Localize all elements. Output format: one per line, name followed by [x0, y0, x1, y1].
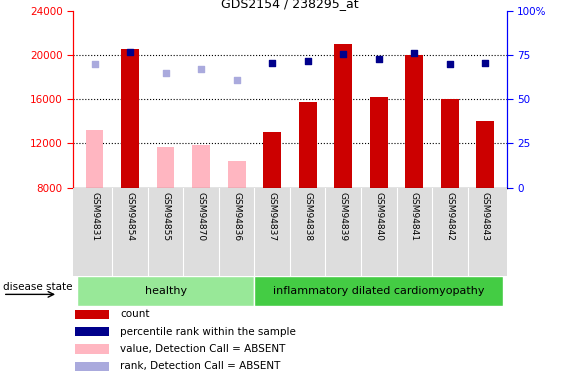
Bar [370, 97, 388, 188]
Point [445, 61, 454, 67]
Bar [75, 327, 109, 336]
Point [303, 58, 312, 64]
Point [410, 50, 419, 56]
Bar [157, 147, 175, 188]
Text: GSM94839: GSM94839 [339, 192, 348, 241]
Bar [254, 276, 503, 306]
Point [374, 56, 383, 62]
Text: count: count [120, 309, 150, 319]
Text: GSM94840: GSM94840 [374, 192, 383, 241]
Text: inflammatory dilated cardiomyopathy: inflammatory dilated cardiomyopathy [273, 286, 485, 296]
Text: GSM94842: GSM94842 [445, 192, 454, 241]
Text: value, Detection Call = ABSENT: value, Detection Call = ABSENT [120, 344, 285, 354]
Text: rank, Detection Call = ABSENT: rank, Detection Call = ABSENT [120, 362, 280, 371]
Text: GSM94836: GSM94836 [232, 192, 241, 241]
Text: GSM94854: GSM94854 [126, 192, 135, 241]
Title: GDS2154 / 238295_at: GDS2154 / 238295_at [221, 0, 359, 10]
Point [232, 76, 241, 82]
Bar [405, 56, 423, 188]
Bar [228, 161, 245, 188]
Bar [77, 276, 254, 306]
Text: GSM94855: GSM94855 [161, 192, 170, 241]
Bar [299, 102, 316, 188]
Bar [441, 99, 459, 188]
Text: disease state: disease state [3, 282, 72, 292]
Bar [192, 144, 210, 188]
Text: GSM94831: GSM94831 [90, 192, 99, 241]
Text: GSM94843: GSM94843 [481, 192, 490, 241]
Bar [334, 44, 352, 188]
Point [481, 60, 490, 66]
Point [339, 51, 348, 57]
Point [90, 61, 99, 67]
Bar [75, 362, 109, 371]
Bar [86, 130, 104, 188]
Bar [75, 344, 109, 354]
Text: healthy: healthy [145, 286, 187, 296]
Point [267, 60, 276, 66]
Point [126, 49, 135, 55]
Point [161, 70, 170, 76]
Bar [121, 49, 139, 188]
Bar [75, 309, 109, 319]
Text: GSM94870: GSM94870 [196, 192, 205, 241]
Point [196, 66, 205, 72]
Bar [263, 132, 281, 188]
Text: GSM94838: GSM94838 [303, 192, 312, 241]
Text: percentile rank within the sample: percentile rank within the sample [120, 327, 296, 337]
Bar [476, 122, 494, 188]
Text: GSM94837: GSM94837 [267, 192, 276, 241]
Text: GSM94841: GSM94841 [410, 192, 419, 241]
